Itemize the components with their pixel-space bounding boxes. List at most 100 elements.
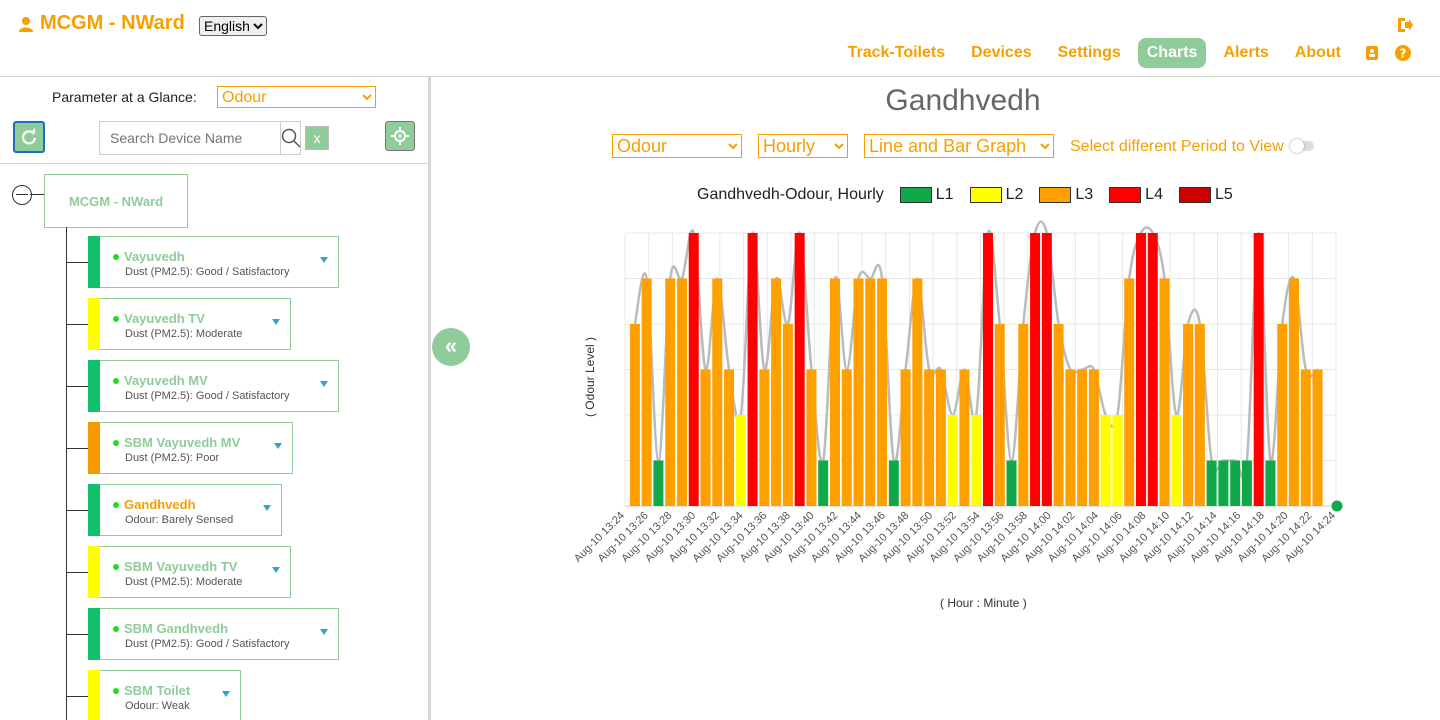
chart-bar[interactable] (1194, 324, 1205, 506)
locate-button[interactable] (385, 121, 415, 151)
chart-bar[interactable] (1300, 369, 1311, 507)
collapse-panel-button[interactable]: « (432, 328, 470, 366)
language-select[interactable]: English (199, 16, 267, 36)
chart-bar[interactable] (924, 369, 935, 507)
brand[interactable]: MCGM - NWard (18, 12, 185, 35)
graph-type-select[interactable]: Line and Bar Graph (864, 134, 1054, 158)
chart-bar[interactable] (1218, 460, 1229, 507)
param-select[interactable]: Odour (217, 86, 376, 108)
chart-bar[interactable] (806, 369, 817, 507)
chart-bar[interactable] (1124, 278, 1135, 507)
chart-bar[interactable] (1018, 324, 1029, 506)
refresh-button[interactable] (13, 121, 45, 153)
chevron-down-icon[interactable] (320, 381, 328, 387)
chart-bar[interactable] (688, 233, 699, 506)
chart-bar[interactable] (676, 278, 687, 507)
chart-bar[interactable] (1230, 460, 1241, 507)
device-node[interactable]: SBM Toilet Odour: Weak (66, 670, 241, 720)
device-node[interactable]: Vayuvedh TV Dust (PM2.5): Moderate (66, 298, 291, 350)
chart-bar[interactable] (900, 369, 911, 507)
tree-root[interactable]: MCGM - NWard (44, 174, 188, 228)
contacts-icon[interactable] (1364, 45, 1380, 61)
chevron-down-icon[interactable] (320, 257, 328, 263)
chart-bar[interactable] (982, 233, 993, 506)
chart-param-select[interactable]: Odour (612, 134, 742, 158)
chart-bar[interactable] (794, 233, 805, 506)
chart-bar[interactable] (653, 460, 664, 507)
chart-bar[interactable] (759, 369, 770, 507)
chart-bar[interactable] (959, 369, 970, 507)
search-input[interactable] (100, 122, 280, 154)
chart-bar[interactable] (700, 369, 711, 507)
chart-bar[interactable] (1253, 233, 1264, 506)
device-node[interactable]: SBM Gandhvedh Dust (PM2.5): Good / Satisf… (66, 608, 339, 660)
legend-l5[interactable]: L5 (1214, 186, 1233, 203)
chart-bar[interactable] (641, 278, 652, 507)
chart-bar[interactable] (1183, 324, 1194, 506)
latest-point-marker[interactable] (1331, 500, 1343, 512)
chart-bar[interactable] (912, 278, 923, 507)
legend-l1[interactable]: L1 (935, 186, 954, 203)
chart-bar[interactable] (724, 369, 735, 507)
chart-bar[interactable] (1053, 324, 1064, 506)
chart-bar[interactable] (1171, 415, 1182, 506)
chart-bar[interactable] (1112, 415, 1123, 506)
nav-settings[interactable]: Settings (1057, 44, 1121, 61)
chart-bar[interactable] (782, 324, 793, 506)
device-node[interactable]: SBM Vayuvedh MV Dust (PM2.5): Poor (66, 422, 293, 474)
chart-bar[interactable] (1100, 415, 1111, 506)
chart-bar[interactable] (841, 369, 852, 507)
chart-bar[interactable] (1006, 460, 1017, 507)
nav-about[interactable]: About (1294, 44, 1341, 61)
period-toggle[interactable] (1290, 139, 1314, 153)
chart-bar[interactable] (1065, 369, 1076, 507)
chart-bar[interactable] (1041, 233, 1052, 506)
device-node[interactable]: SBM Vayuvedh TV Dust (PM2.5): Moderate (66, 546, 291, 598)
chart-bar[interactable] (947, 415, 958, 506)
search-icon[interactable] (280, 122, 301, 154)
chart-bar[interactable] (1147, 233, 1158, 506)
logout-icon[interactable] (1396, 16, 1414, 34)
chart-bar[interactable] (712, 278, 723, 507)
clear-search-button[interactable]: x (305, 126, 329, 150)
chart-bar[interactable] (1030, 233, 1041, 506)
device-node[interactable]: Vayuvedh Dust (PM2.5): Good / Satisfactor… (66, 236, 339, 288)
chart-bar[interactable] (1277, 324, 1288, 506)
chart-bar[interactable] (971, 415, 982, 506)
chart-bar[interactable] (1135, 233, 1146, 506)
chart-bar[interactable] (829, 278, 840, 507)
legend-l3[interactable]: L3 (1075, 186, 1094, 203)
chart-bar[interactable] (747, 233, 758, 506)
chevron-down-icon[interactable] (320, 629, 328, 635)
chart-bar[interactable] (935, 369, 946, 507)
chart-bar[interactable] (877, 278, 888, 507)
chart-bar[interactable] (888, 460, 899, 507)
chart-bar[interactable] (665, 278, 676, 507)
collapse-tree-icon[interactable] (12, 185, 32, 205)
nav-track-toilets[interactable]: Track-Toilets (847, 44, 946, 61)
legend-l2[interactable]: L2 (1005, 186, 1024, 203)
chart-bar[interactable] (1088, 369, 1099, 507)
chart-bar[interactable] (853, 278, 864, 507)
nav-alerts[interactable]: Alerts (1223, 44, 1269, 61)
chart-bar[interactable] (1265, 460, 1276, 507)
chart-bar[interactable] (629, 324, 640, 506)
chart-bar[interactable] (1159, 278, 1170, 507)
chart-bar[interactable] (994, 324, 1005, 506)
chart-bar[interactable] (1312, 369, 1323, 507)
device-node[interactable]: Vayuvedh MV Dust (PM2.5): Good / Satisfac… (66, 360, 339, 412)
chart-bar[interactable] (1241, 460, 1252, 507)
chart-bar[interactable] (771, 278, 782, 507)
nav-devices[interactable]: Devices (971, 44, 1032, 61)
chart-bar[interactable] (1077, 369, 1088, 507)
chevron-down-icon[interactable] (263, 505, 271, 511)
chart-bar[interactable] (1206, 460, 1217, 507)
chevron-down-icon[interactable] (222, 691, 230, 697)
chevron-down-icon[interactable] (272, 319, 280, 325)
chart-bar[interactable] (865, 278, 876, 507)
help-icon[interactable]: ? (1394, 44, 1412, 62)
chart-bar[interactable] (818, 460, 829, 507)
chevron-down-icon[interactable] (274, 443, 282, 449)
chart-bar[interactable] (1289, 278, 1300, 507)
legend-l4[interactable]: L4 (1145, 186, 1163, 203)
